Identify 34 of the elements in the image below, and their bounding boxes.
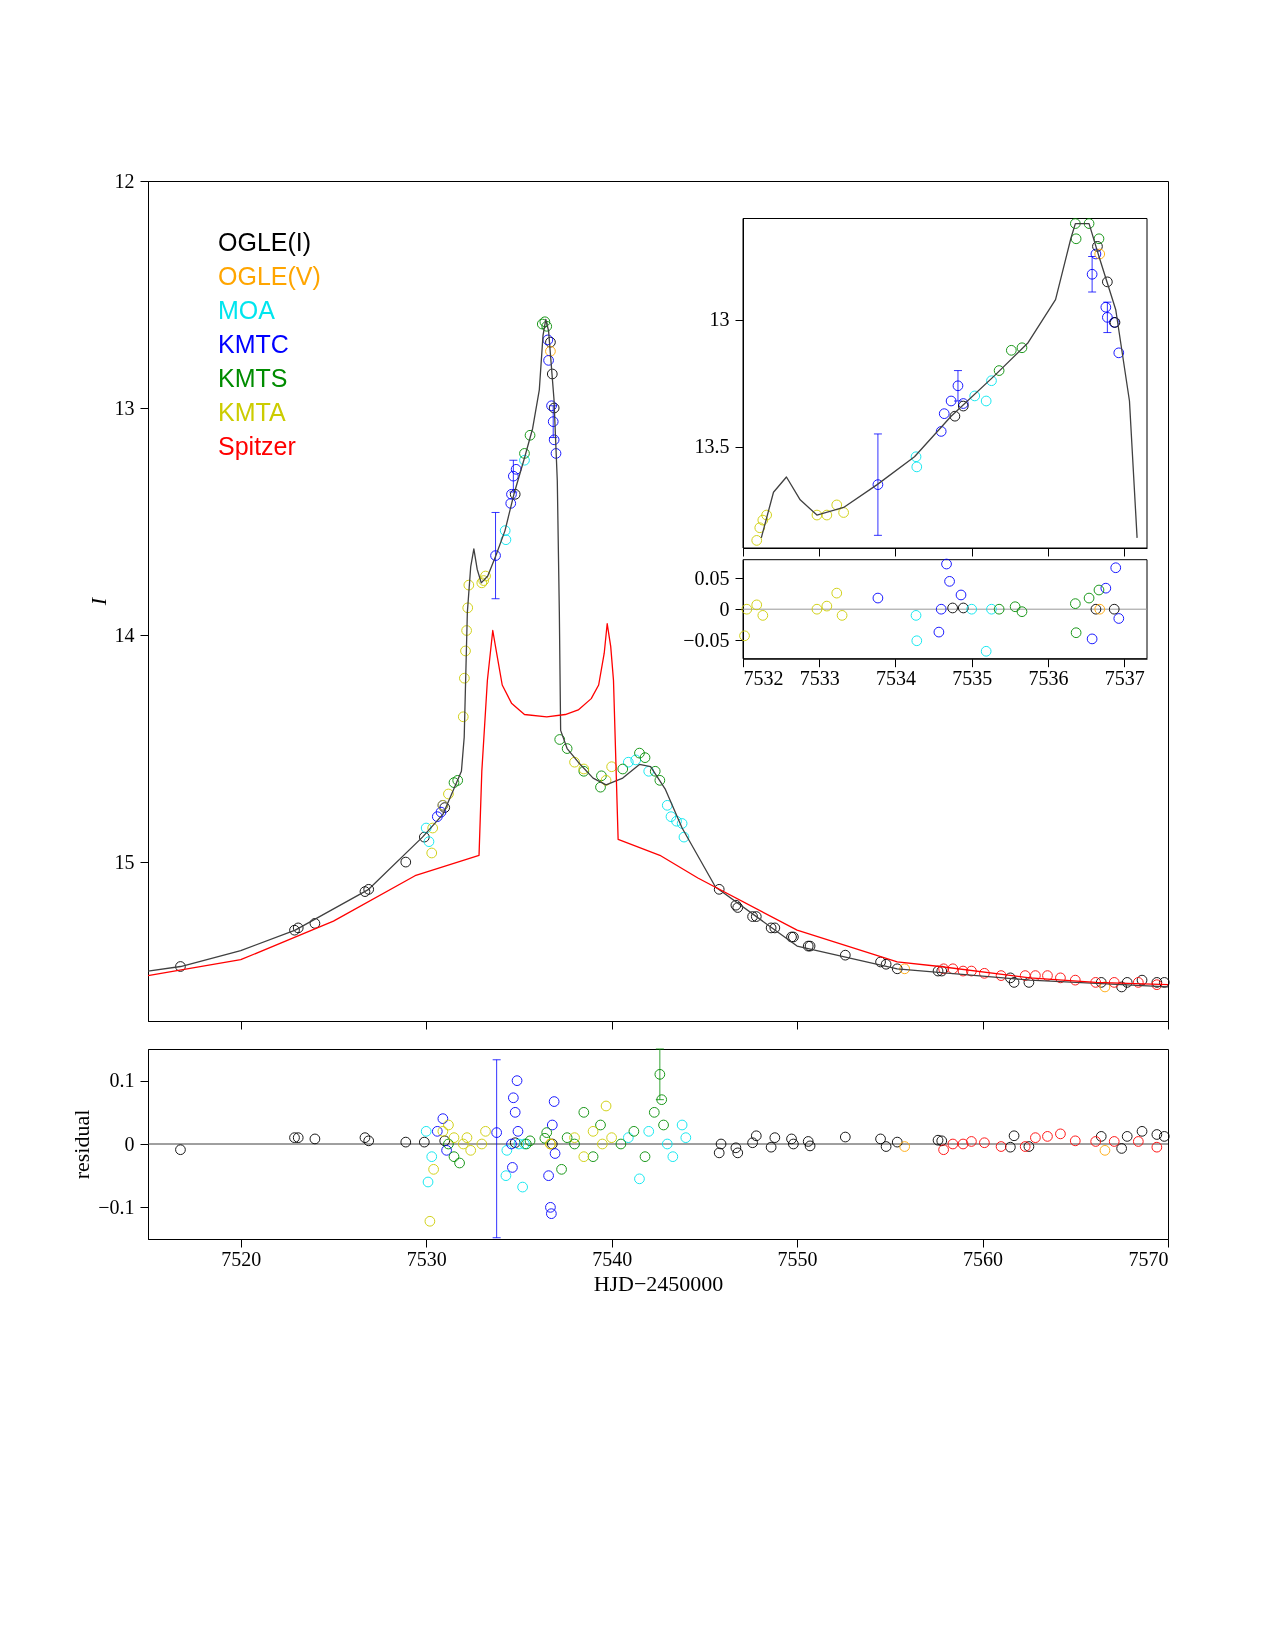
y-tick-label: 0 [124, 1132, 135, 1155]
x-tick-label: 7560 [963, 1247, 1004, 1270]
y-tick-label: 14 [114, 623, 135, 646]
text: MOA [218, 296, 276, 324]
x-tick-label: 7535 [952, 667, 993, 690]
y-tick-label: 0 [719, 597, 730, 620]
y-tick-label: 13.5 [694, 435, 730, 458]
text: KMTC [218, 330, 289, 358]
y-tick-label: 0.1 [109, 1069, 135, 1092]
x-tick-label: 7540 [592, 1247, 633, 1270]
x-tick-label: 7532 [743, 667, 784, 690]
x-tick-label: 7534 [875, 667, 916, 690]
x-axis-title: HJD−2450000 [593, 1270, 724, 1296]
y-tick-label: −0.1 [98, 1195, 135, 1218]
x-tick-label: 7550 [777, 1247, 818, 1270]
text: KMTS [218, 364, 288, 392]
y-axis-title: I [85, 596, 111, 607]
text: OGLE(I) [218, 228, 312, 256]
y-tick-label: 13 [709, 308, 730, 331]
x-tick-label: 7520 [221, 1247, 262, 1270]
x-tick-label: 7537 [1104, 667, 1145, 690]
text: Spitzer [218, 432, 296, 460]
y-tick-label: 12 [114, 169, 135, 192]
text: OGLE(V) [218, 262, 321, 290]
y-tick-label: −0.05 [683, 628, 730, 651]
y-tick-label: 15 [114, 850, 135, 873]
text: KMTA [218, 398, 286, 426]
y-tick-label: 0.05 [694, 566, 730, 589]
y-axis-title: residual [69, 1109, 95, 1180]
x-tick-label: 7536 [1028, 667, 1069, 690]
y-tick-label: 13 [114, 396, 135, 419]
x-tick-label: 7533 [799, 667, 840, 690]
x-tick-label: 7530 [406, 1247, 447, 1270]
x-tick-label: 7570 [1128, 1247, 1169, 1270]
